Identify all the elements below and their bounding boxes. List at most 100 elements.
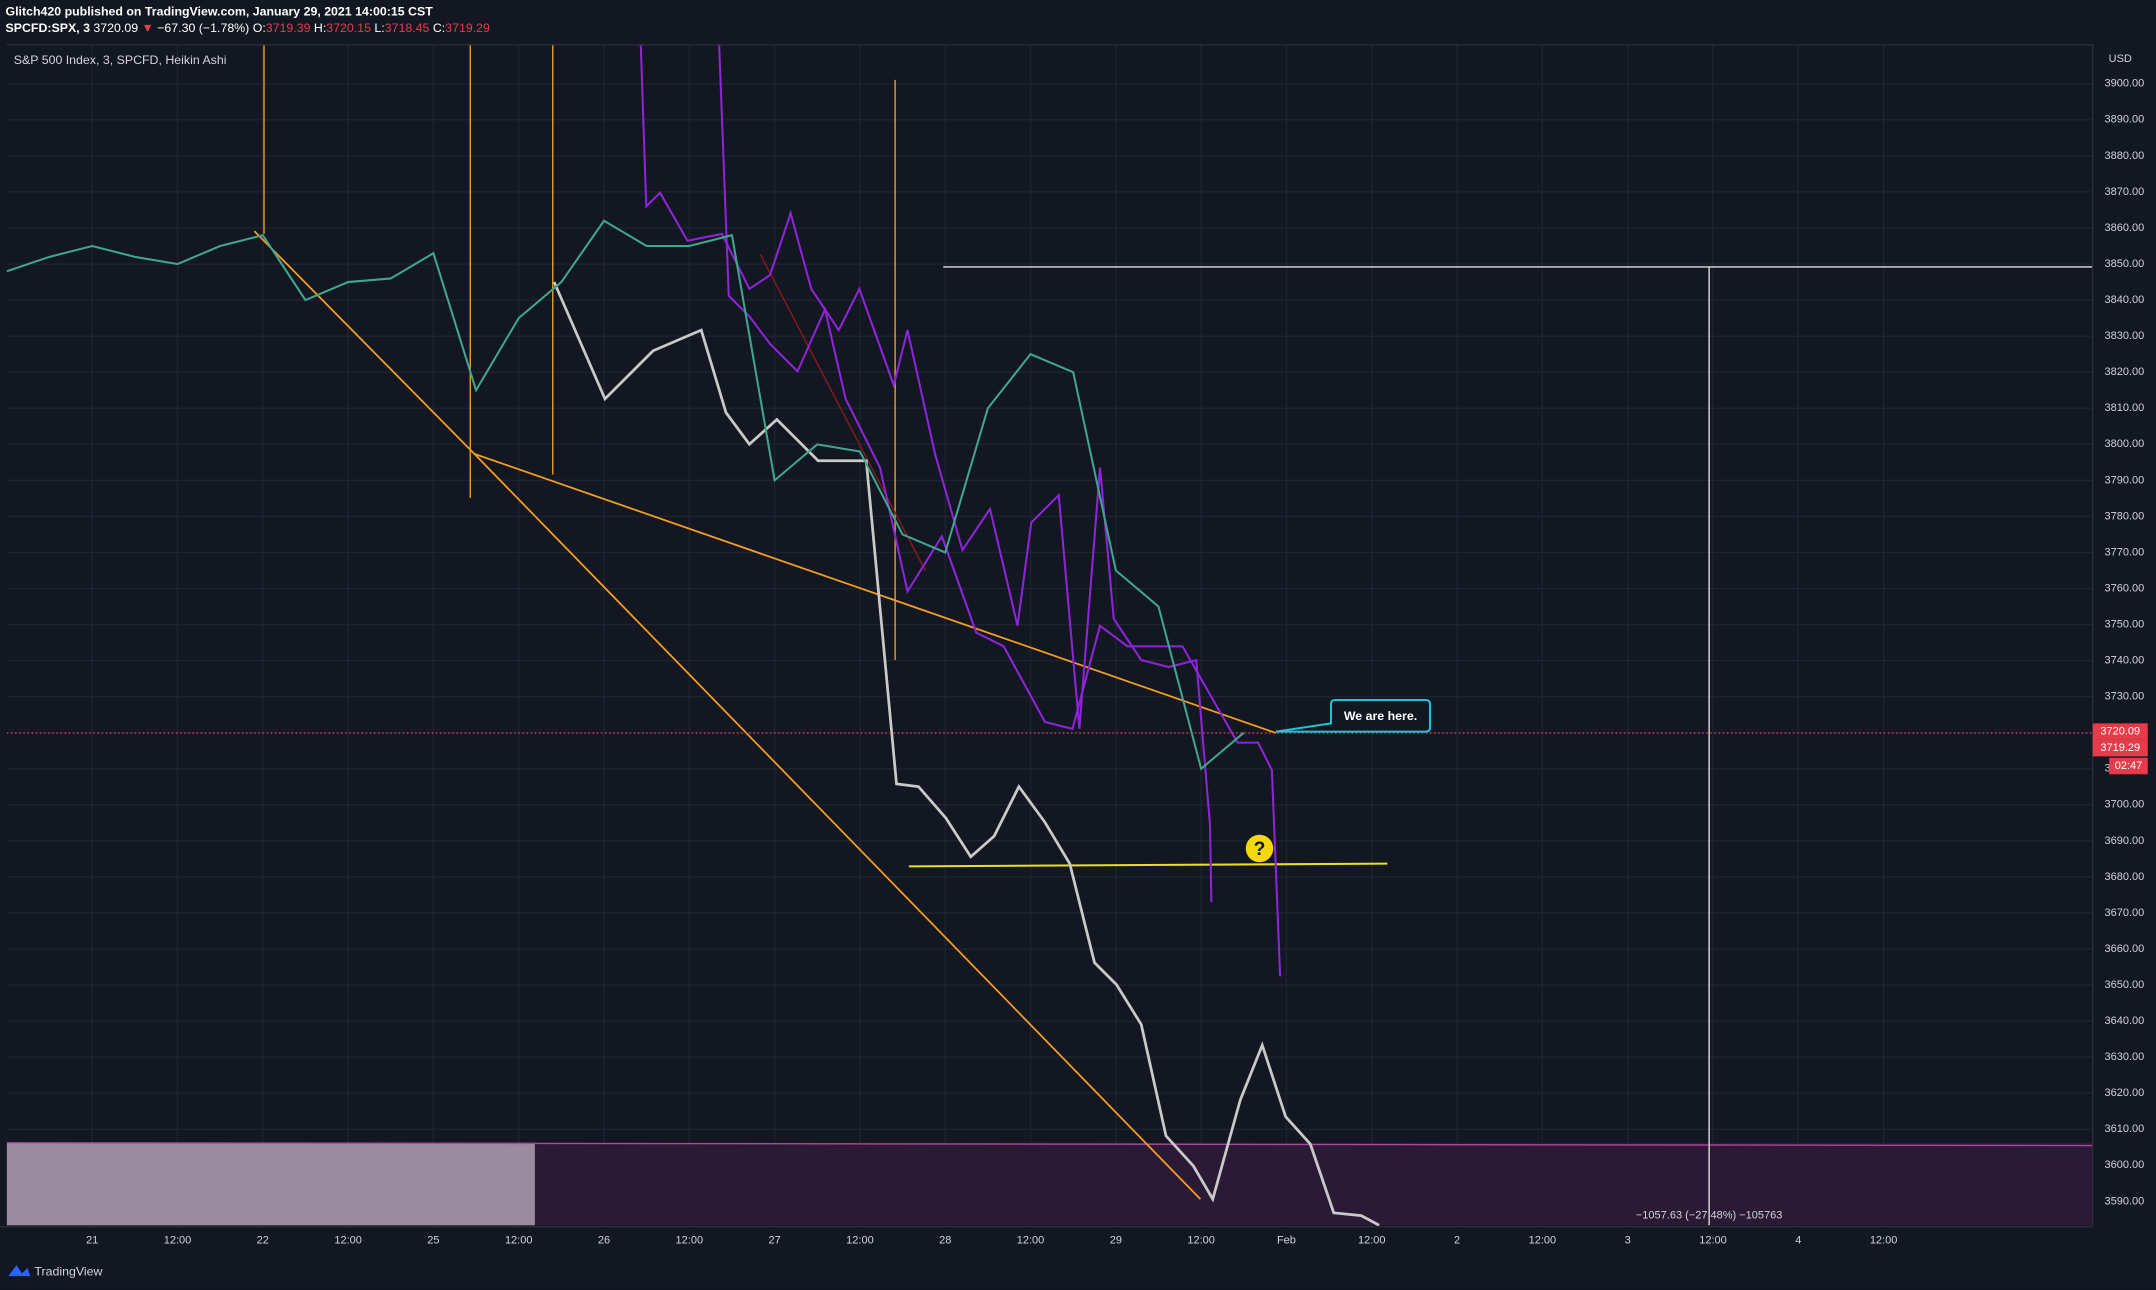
last: 3720.09: [93, 21, 138, 35]
x-tick-label: 3: [1625, 1234, 1631, 1246]
question-mark: ?: [1254, 839, 1266, 860]
y-tick-label: 3670.00: [2104, 907, 2144, 919]
logo[interactable]: [8, 1265, 31, 1277]
x-tick-label: 28: [939, 1234, 951, 1246]
countdown-tag: [2109, 757, 2148, 775]
question-icon: [1245, 834, 1274, 863]
y-tick-label: 3870.00: [2104, 186, 2144, 198]
y-tick-label: 3810.00: [2104, 402, 2144, 414]
border: [6, 44, 2093, 46]
x-tick-label: 12:00: [505, 1234, 533, 1246]
y-tick-label: 3740.00: [2104, 655, 2144, 667]
y-tick-label: 3750.00: [2104, 618, 2144, 630]
x-tick-label: 12:00: [164, 1234, 192, 1246]
trendlines: [253, 230, 1277, 1200]
x-tick-label: 12:00: [1358, 1234, 1386, 1246]
y-tick-label: 3590.00: [2104, 1195, 2144, 1207]
y-tick-label: 3840.00: [2104, 294, 2144, 306]
price-tag-text: 3720.09: [2100, 726, 2140, 738]
value: 3719.39: [266, 21, 311, 35]
price-tag-text: 3719.29: [2100, 742, 2140, 754]
x-tick-label: 27: [768, 1234, 780, 1246]
x-tick-label: 12:00: [846, 1234, 874, 1246]
y-tick-label: 3660.00: [2104, 943, 2144, 955]
y-tick-label: 3820.00: [2104, 366, 2144, 378]
x-tick-label: 12:00: [676, 1234, 704, 1246]
grid: [6, 44, 2093, 1227]
fractal-lines: [639, 44, 1282, 977]
vertical-markers: [263, 44, 896, 661]
footer-bg: [0, 1251, 2156, 1290]
callout-text: We are here.: [1344, 709, 1417, 723]
change: −67.30 (−1.78%): [157, 21, 249, 35]
y-tick-label: 3650.00: [2104, 979, 2144, 991]
x-tick-label: 2: [1454, 1234, 1460, 1246]
zone-edge: [6, 1142, 2093, 1147]
projection: [552, 281, 1380, 1227]
label: C:: [433, 21, 445, 35]
publisher: Glitch420 published on TradingView.com, …: [6, 5, 434, 19]
countdown: 02:47: [2115, 760, 2143, 772]
measure-label: −1057.63 (−27.48%) −105763: [1636, 1210, 1783, 1222]
y-tick-label: 3730.00: [2104, 691, 2144, 703]
y-tick-label: 3770.00: [2104, 546, 2144, 558]
y-tick-label: 3680.00: [2104, 871, 2144, 883]
label: L:: [374, 21, 384, 35]
value: 3718.45: [385, 21, 430, 35]
y-tick-label: 3700.00: [2104, 799, 2144, 811]
currency: USD: [2109, 53, 2132, 65]
x-axis: 21 12:00 22 12:00 25 12:00 26 12:00 27 12:00 28 12:…: [86, 1234, 1897, 1246]
y-tick-label: 3790.00: [2104, 474, 2144, 486]
support-line: [908, 862, 1388, 868]
x-tick-label: 22: [257, 1234, 269, 1246]
zone-highlight: [6, 1142, 535, 1226]
x-tick-label: 12:00: [1529, 1234, 1557, 1246]
y-tick-label: 3630.00: [2104, 1051, 2144, 1063]
y-tick-label: 3600.00: [2104, 1159, 2144, 1171]
x-tick-label: 12:00: [1699, 1234, 1727, 1246]
x-tick-label: 12:00: [1870, 1234, 1898, 1246]
y-tick-label: 3800.00: [2104, 438, 2144, 450]
x-tick-label: 26: [598, 1234, 610, 1246]
header-bg: [0, 0, 2156, 45]
callout-box: [1275, 698, 1432, 733]
x-tick-label: 25: [427, 1234, 439, 1246]
symbol: SPCFD:SPX, 3: [6, 21, 91, 35]
label: O:: [253, 21, 266, 35]
price-tag: [2092, 723, 2148, 740]
publisher-text: Glitch420 published on TradingView.com, …: [6, 5, 434, 19]
label: H:: [314, 21, 326, 35]
trendline: [759, 254, 926, 572]
x-tick-label: 12:00: [334, 1234, 362, 1246]
price-line: [6, 219, 1245, 771]
x-tick-label: 21: [86, 1234, 98, 1246]
value: 3719.29: [445, 21, 490, 35]
x-tick-label: Feb: [1277, 1234, 1296, 1246]
x-tick-label: 12:00: [1017, 1234, 1045, 1246]
x-tick-label: 12:00: [1187, 1234, 1215, 1246]
price-tag: [2092, 739, 2148, 757]
y-tick-label: 3830.00: [2104, 330, 2144, 342]
ohlc: SPCFD:SPX, 3 3720.09 ▼ −67.30 (−1.78%) O…: [6, 21, 491, 35]
y-tick-label: 3780.00: [2104, 510, 2144, 522]
y-tick-label: 3760.00: [2104, 582, 2144, 594]
value: 3720.15: [326, 21, 371, 35]
y-tick-label: 3640.00: [2104, 1015, 2144, 1027]
y-tick-label: 3850.00: [2104, 258, 2144, 270]
y-tick-label: 3900.00: [2104, 78, 2144, 90]
y-tick-label: 3620.00: [2104, 1087, 2144, 1099]
chart-title: S&P 500 Index, 3, SPCFD, Heikin Ashi: [14, 53, 227, 67]
y-axis: 3590.00 3600.00 3610.00 3620.00 3630.00 3640.…: [2104, 78, 2144, 1208]
y-tick-label: 3690.00: [2104, 835, 2144, 847]
y-tick-label: 3880.00: [2104, 150, 2144, 162]
y-tick-label: 3890.00: [2104, 114, 2144, 126]
y-tick-label: 3860.00: [2104, 222, 2144, 234]
x-tick-label: 4: [1795, 1234, 1801, 1246]
down-arrow: ▼: [142, 21, 154, 35]
brand[interactable]: TradingView: [34, 1264, 102, 1278]
x-tick-label: 29: [1110, 1234, 1122, 1246]
y-tick-label: 3610.00: [2104, 1123, 2144, 1135]
